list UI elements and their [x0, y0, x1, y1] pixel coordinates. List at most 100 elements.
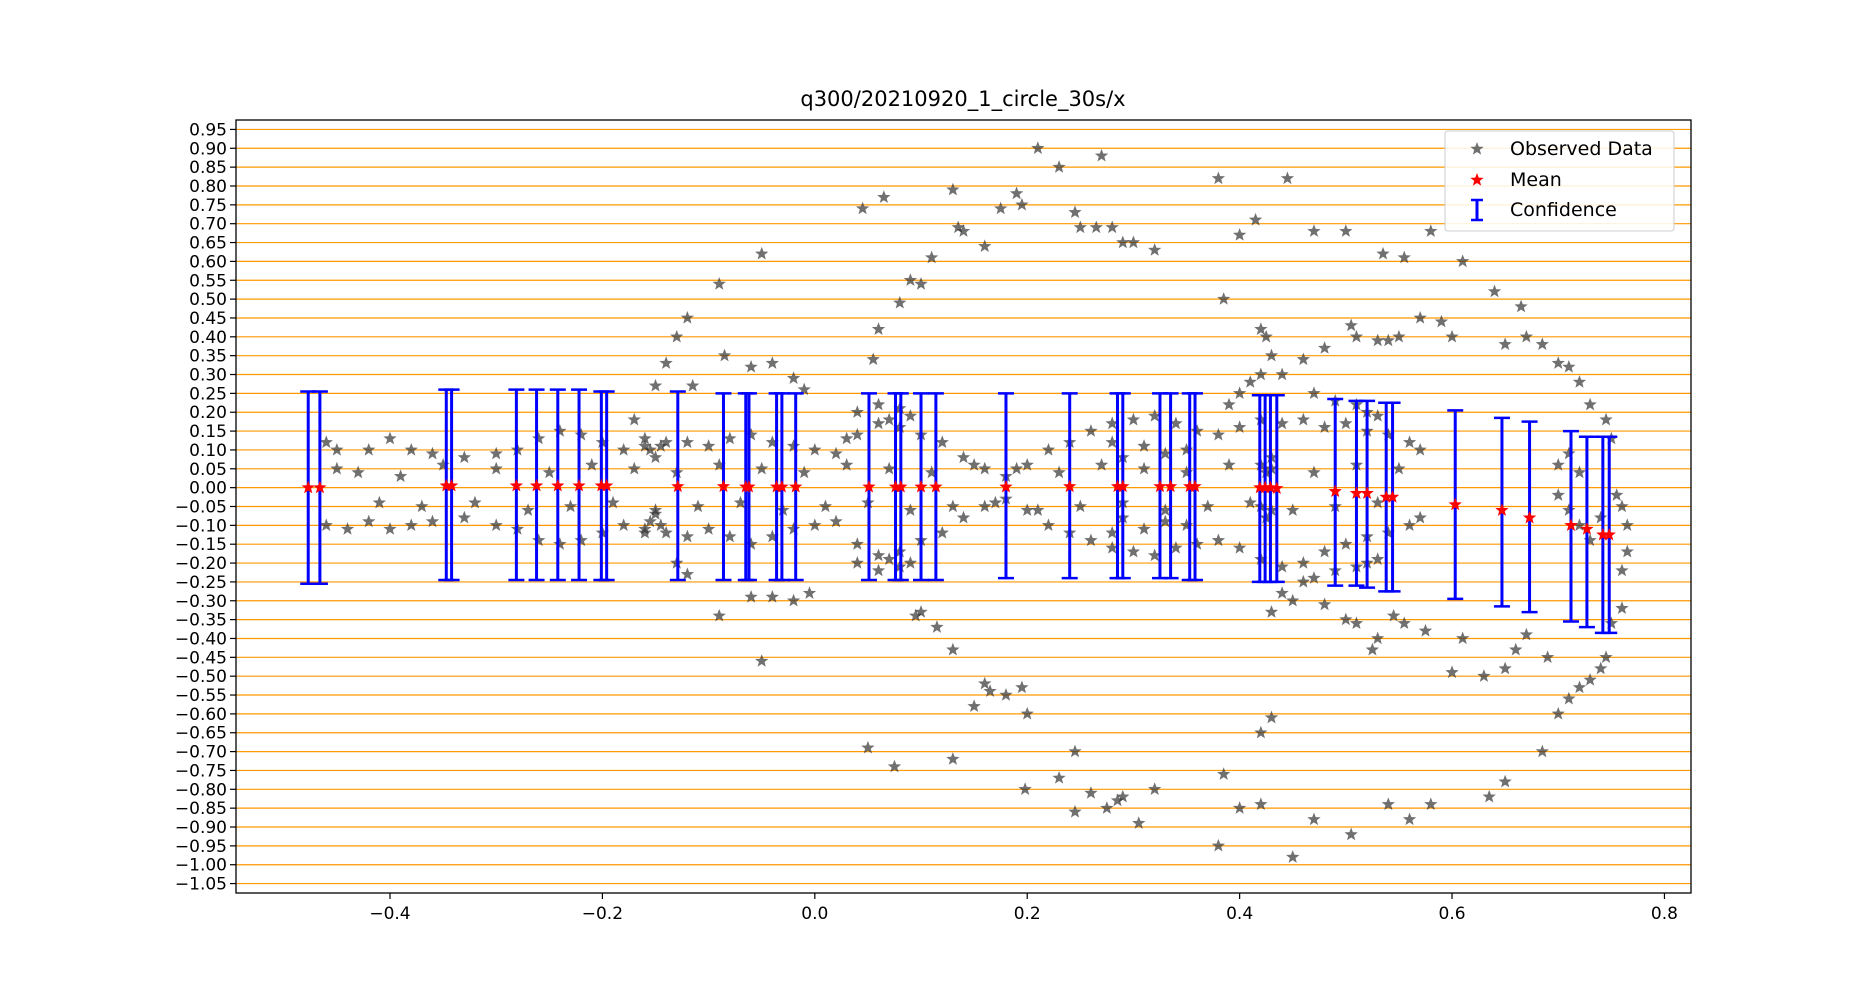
- y-tick-label: −0.50: [175, 667, 227, 687]
- y-tick-label: −0.25: [175, 573, 227, 593]
- observed-data-point: [457, 510, 471, 524]
- y-tick-label: −0.45: [175, 648, 227, 668]
- mean-point: [888, 479, 903, 493]
- observed-data-point: [1248, 212, 1263, 226]
- observed-data-point: [1344, 318, 1358, 332]
- observed-data-point: [1009, 186, 1024, 200]
- observed-data-point: [1052, 770, 1066, 784]
- y-tick-label: 0.45: [189, 309, 227, 329]
- observed-data-point: [956, 510, 971, 524]
- observed-data-point: [1424, 797, 1438, 811]
- mean-point: [1602, 527, 1616, 541]
- y-tick-label: −0.60: [175, 705, 227, 725]
- observed-data-point: [1105, 435, 1119, 449]
- observed-data-point: [1264, 605, 1279, 618]
- observed-data-point: [1259, 329, 1273, 343]
- observed-data-point: [1222, 458, 1236, 471]
- y-tick-label: −0.30: [175, 592, 227, 612]
- observed-data-point: [574, 427, 588, 441]
- observed-data-point: [765, 435, 779, 449]
- mean-point: [789, 479, 803, 493]
- observed-data-point: [701, 439, 716, 452]
- observed-data-point: [1052, 160, 1066, 173]
- observed-data-point: [1477, 669, 1491, 682]
- observed-data-point: [1381, 797, 1395, 811]
- observed-data-point: [967, 699, 981, 713]
- observed-data-point: [542, 465, 556, 479]
- observed-data-point: [404, 442, 418, 456]
- observed-data-point: [712, 608, 726, 622]
- observed-data-point: [1148, 782, 1162, 795]
- observed-data-point: [319, 435, 333, 449]
- observed-data-point: [1084, 786, 1098, 799]
- observed-data-point: [808, 442, 822, 456]
- y-tick-label: 0.55: [189, 271, 227, 291]
- observed-data-point: [701, 522, 716, 535]
- observed-data-point: [1599, 412, 1613, 426]
- mean-point: [1328, 484, 1342, 498]
- observed-data-point: [930, 620, 944, 633]
- observed-data-point: [1084, 424, 1098, 437]
- y-tick-label: 0.35: [189, 347, 227, 367]
- observed-data-point: [765, 590, 779, 603]
- observed-data-point: [648, 378, 663, 392]
- legend-box: [1444, 130, 1675, 232]
- observed-data-point: [404, 518, 418, 532]
- observed-data-point: [1190, 424, 1204, 437]
- observed-data-point: [1089, 220, 1103, 234]
- observed-data-point: [1201, 499, 1215, 513]
- mean-point: [1596, 527, 1610, 541]
- mean-point: [1116, 479, 1130, 493]
- observed-data-point: [1371, 409, 1385, 422]
- observed-data-point: [1280, 171, 1295, 185]
- observed-data-point: [638, 525, 652, 539]
- observed-data-point: [1594, 661, 1608, 675]
- observed-data-point: [1116, 235, 1130, 249]
- mean-point: [775, 479, 789, 493]
- observed-data-point: [935, 435, 949, 449]
- observed-data-point: [1339, 537, 1353, 550]
- observed-data-point: [802, 586, 817, 599]
- observed-data-point: [1339, 224, 1353, 237]
- observed-data-point: [808, 518, 822, 532]
- plot-data: [300, 141, 1634, 863]
- y-tick-label: 0.95: [189, 120, 227, 140]
- y-tick-label: 0.25: [189, 384, 227, 404]
- mean-point: [1110, 479, 1125, 493]
- observed-data-point: [712, 458, 726, 471]
- observed-data-point: [903, 556, 918, 569]
- observed-data-point: [489, 461, 503, 475]
- mean-point: [1495, 503, 1509, 516]
- observed-data-point: [330, 461, 344, 475]
- observed-data-point: [1009, 461, 1024, 475]
- observed-data-point: [1286, 850, 1300, 863]
- observed-data-point: [680, 529, 695, 543]
- observed-data-point: [1137, 522, 1151, 535]
- y-tick-label: 0.85: [189, 158, 227, 178]
- observed-data-point: [978, 239, 992, 252]
- observed-data-point: [606, 495, 620, 509]
- observed-data-point: [1562, 503, 1576, 516]
- observed-data-point: [1179, 518, 1194, 532]
- observed-data-point: [1211, 171, 1226, 185]
- observed-data-point: [744, 427, 758, 441]
- observed-data-point: [654, 518, 668, 532]
- observed-data-point: [1254, 797, 1268, 811]
- observed-data-point: [1110, 793, 1125, 807]
- observed-data-point: [1615, 499, 1629, 513]
- observed-data-point: [1100, 801, 1114, 814]
- observed-data-point: [840, 458, 854, 471]
- observed-data-point: [1126, 235, 1141, 249]
- grid-lines: [236, 128, 1691, 885]
- observed-data-point: [383, 431, 397, 445]
- observed-data-point: [956, 450, 971, 464]
- observed-data-point: [1275, 416, 1289, 430]
- observed-data-point: [786, 439, 801, 452]
- observed-data-point: [797, 465, 811, 479]
- observed-data-point: [1254, 367, 1268, 381]
- observed-data-point: [903, 409, 918, 422]
- observed-data-point: [1498, 337, 1512, 351]
- observed-data-point: [351, 465, 365, 479]
- observed-data-point: [415, 499, 429, 513]
- observed-data-point: [797, 382, 811, 396]
